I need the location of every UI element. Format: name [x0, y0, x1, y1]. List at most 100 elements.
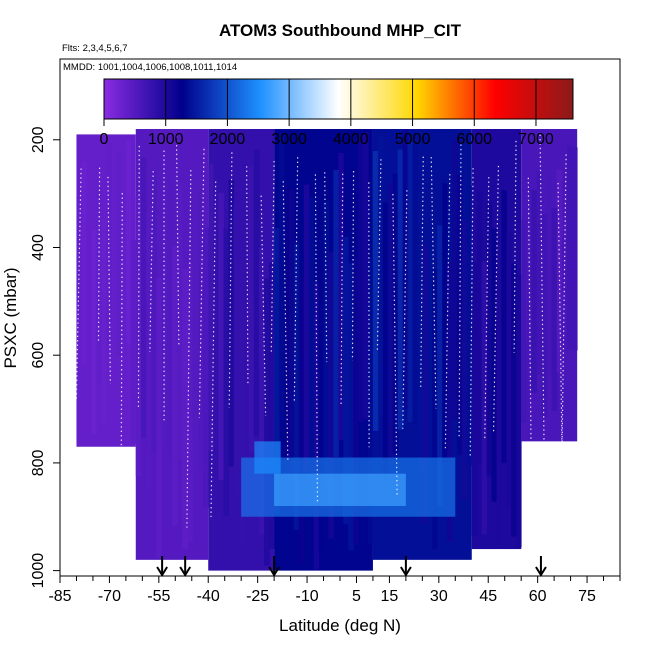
profile-track	[557, 182, 563, 457]
colorbar: 0 1000 2000 3000 4000 5000 6000 7000	[100, 78, 574, 148]
profile-track	[270, 161, 275, 353]
heatmap-cell	[254, 441, 281, 474]
heatmap-cell	[293, 242, 300, 531]
heatmap-cell	[486, 202, 493, 476]
profile-track	[539, 134, 546, 515]
profile-track	[583, 158, 589, 399]
heatmap-cell	[358, 134, 364, 422]
heatmap-cell	[427, 240, 433, 521]
heatmap-cell	[151, 171, 157, 452]
heatmap-cell	[333, 169, 339, 457]
x-tick-label: 60	[529, 588, 547, 605]
profile-track	[513, 140, 517, 353]
x-tick-label: 30	[430, 588, 448, 605]
heatmap-cell	[348, 263, 354, 551]
profile-track	[198, 148, 205, 418]
x-tick-label: -25	[246, 588, 269, 605]
heatmap-cell	[353, 257, 359, 545]
heatmap-cell	[526, 137, 532, 341]
colorbar-tick-label: 3000	[271, 131, 307, 148]
heatmap-cell	[76, 195, 82, 399]
colorbar-tick-label: 4000	[333, 131, 369, 148]
heatmap-cell	[412, 145, 418, 426]
x-tick-label: -85	[48, 588, 71, 605]
profile-track	[458, 144, 462, 438]
x-tick-label: 15	[381, 588, 399, 605]
colorbar-bar	[103, 78, 574, 120]
x-tick-label: -40	[197, 588, 220, 605]
profile-track	[75, 168, 82, 402]
heatmap-cell	[561, 237, 568, 441]
heatmap-cell	[363, 132, 369, 420]
heatmap-cell	[130, 240, 137, 444]
heatmap-cell	[274, 473, 406, 506]
heatmap-cell	[269, 261, 275, 550]
colorbar-tick-label: 6000	[456, 131, 492, 148]
heatmap-cell	[481, 261, 488, 535]
heatmap-cell	[140, 157, 147, 438]
heatmap-cell	[161, 164, 168, 445]
heatmap-cell	[253, 149, 260, 437]
flight-marker-arrow	[268, 566, 280, 577]
heatmap-cell	[263, 278, 270, 566]
heatmap-cell	[417, 191, 423, 472]
flight-marker-arrow	[400, 566, 412, 577]
profile-track	[260, 195, 267, 417]
heatmap-cell	[506, 232, 512, 506]
profile-points	[75, 134, 589, 541]
flight-marker-arrow	[535, 566, 547, 577]
heatmap-cell	[456, 174, 463, 455]
heatmap-cell	[452, 139, 458, 420]
heatmap-cell	[501, 190, 507, 464]
heatmap-cell	[392, 173, 399, 454]
heatmap-cell	[303, 184, 310, 472]
profile-track	[420, 156, 424, 388]
heatmap-cell	[86, 189, 92, 393]
heatmap-cell	[531, 189, 537, 393]
flight-markers	[156, 556, 547, 577]
x-tick-label: -55	[147, 588, 170, 605]
x-axis-label: Latitude (deg N)	[279, 616, 401, 635]
heatmap-cell	[372, 150, 379, 432]
heatmap-cell	[308, 197, 315, 485]
x-tick-label: -10	[295, 588, 318, 605]
heatmap-cell	[447, 261, 453, 542]
heatmap-cell	[422, 243, 428, 524]
colorbar-tick-label: 0	[100, 131, 109, 148]
profile-track	[210, 181, 217, 517]
colorbar-tick-label: 2000	[210, 131, 246, 148]
x-tick-label: 75	[578, 588, 596, 605]
heatmap-layer	[76, 129, 578, 571]
heatmap-cell	[156, 277, 163, 558]
heatmap-cell	[192, 164, 199, 445]
heatmap-cell	[521, 219, 527, 423]
heatmap-cell	[343, 236, 349, 524]
colorbar-ticks: 0 1000 2000 3000 4000 5000 6000 7000	[100, 79, 554, 148]
colorbar-tick-label: 5000	[395, 131, 431, 148]
y-tick-label: 200	[30, 126, 47, 153]
heatmap-cell	[213, 142, 219, 430]
heatmap-cell	[258, 247, 265, 535]
profile-track	[527, 177, 533, 541]
profile-track	[324, 172, 328, 363]
colorbar-tick-label: 7000	[518, 131, 554, 148]
heatmap-cell	[228, 179, 235, 467]
heatmap-cell	[496, 271, 502, 545]
heatmap-cell	[516, 274, 522, 548]
heatmap-cell	[101, 219, 107, 423]
heatmap-cell	[187, 262, 194, 543]
heatmap-cell	[313, 282, 320, 570]
heatmap-cell	[572, 147, 578, 351]
profile-track	[392, 193, 398, 497]
chart-title: ATOM3 Southbound MHP_CIT	[219, 21, 462, 40]
heatmap-cell	[476, 190, 483, 465]
heatmap-cell	[288, 189, 295, 477]
heatmap-cell	[541, 214, 548, 418]
heatmap-cell	[338, 152, 344, 440]
profile-track	[293, 157, 299, 403]
heatmap-cell	[556, 169, 563, 373]
heatmap-cell	[125, 139, 132, 343]
heatmap-cell	[218, 192, 224, 480]
heatmap-cell	[172, 245, 178, 526]
